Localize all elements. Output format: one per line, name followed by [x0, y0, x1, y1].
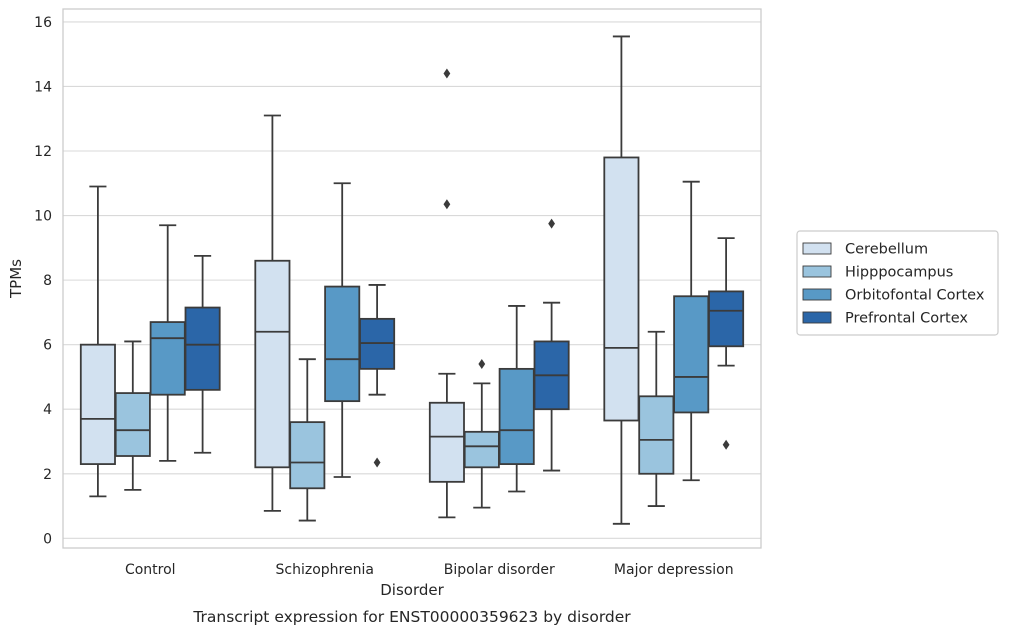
outlier-point	[478, 359, 486, 370]
box-cerebellum	[79, 185, 116, 498]
box-prefrontal-cortex	[359, 284, 396, 468]
box-body	[149, 321, 186, 396]
legend-label: Hipppocampus	[845, 265, 953, 281]
y-tick-label: 0	[43, 531, 52, 547]
x-axis-label: Disorder	[380, 581, 444, 599]
box-body	[79, 343, 116, 465]
box-body	[638, 395, 675, 475]
x-tick-labels: Control Schizophrenia Bipolar disorder Majo…	[125, 562, 734, 578]
box-body	[498, 367, 535, 465]
plot-area	[79, 35, 745, 525]
legend-swatch	[802, 265, 832, 278]
y-tick-label: 12	[34, 144, 52, 160]
legend-swatch	[802, 288, 832, 301]
x-tick-label: Control	[125, 562, 176, 578]
box-body	[254, 259, 291, 469]
y-axis-label: TPMs	[7, 259, 25, 299]
legend-frame	[796, 230, 999, 336]
outlier-point	[443, 199, 451, 210]
y-tick-label: 16	[34, 15, 52, 31]
box-body	[324, 285, 361, 403]
outlier-point	[373, 457, 381, 468]
outlier-point	[443, 68, 451, 79]
box-hipppocampus	[289, 358, 326, 522]
y-tick-label: 6	[43, 338, 52, 354]
box-body	[603, 156, 640, 422]
box-cerebellum	[254, 114, 291, 512]
box-body	[708, 290, 745, 348]
x-tick-label: Major depression	[614, 562, 734, 578]
legend-swatch	[802, 311, 832, 324]
outlier-point	[548, 218, 555, 229]
box-body	[673, 295, 710, 414]
box-body	[114, 392, 151, 457]
box-body	[289, 421, 326, 490]
box-hipppocampus	[114, 340, 151, 491]
box-prefrontal-cortex	[184, 255, 221, 454]
box-hipppocampus	[463, 359, 500, 509]
plot-frame	[62, 8, 762, 549]
box-orbitofontal-cortex	[149, 224, 186, 462]
box-body	[184, 306, 221, 391]
legend-label: Prefrontal Cortex	[845, 311, 968, 327]
legend: Cerebellum Hipppocampus Orbitofontal Corte…	[796, 230, 999, 336]
box-prefrontal-cortex	[708, 237, 745, 450]
y-tick-label: 4	[43, 402, 52, 418]
box-body	[463, 430, 500, 469]
box-cerebellum	[603, 35, 640, 525]
box-body	[428, 401, 465, 483]
y-tick-labels: 0 2 4 6 8 10 12 14 16	[34, 15, 52, 547]
y-tick-label: 14	[34, 79, 52, 95]
y-tick-label: 10	[34, 209, 52, 225]
figure-caption: Transcript expression for ENST0000035962…	[192, 608, 631, 626]
box-orbitofontal-cortex	[673, 180, 710, 482]
legend-label: Cerebellum	[845, 242, 928, 258]
x-tick-label: Schizophrenia	[276, 562, 374, 578]
box-hipppocampus	[638, 330, 675, 507]
box-orbitofontal-cortex	[498, 305, 535, 493]
y-tick-label: 2	[43, 467, 52, 483]
legend-swatch	[802, 242, 832, 255]
legend-label: Orbitofontal Cortex	[845, 288, 985, 304]
outlier-point	[722, 439, 730, 450]
x-tick-label: Bipolar disorder	[444, 562, 555, 578]
box-cerebellum	[428, 68, 465, 519]
y-tick-label: 8	[43, 273, 52, 289]
box-prefrontal-cortex	[533, 218, 570, 472]
box-orbitofontal-cortex	[324, 182, 361, 478]
